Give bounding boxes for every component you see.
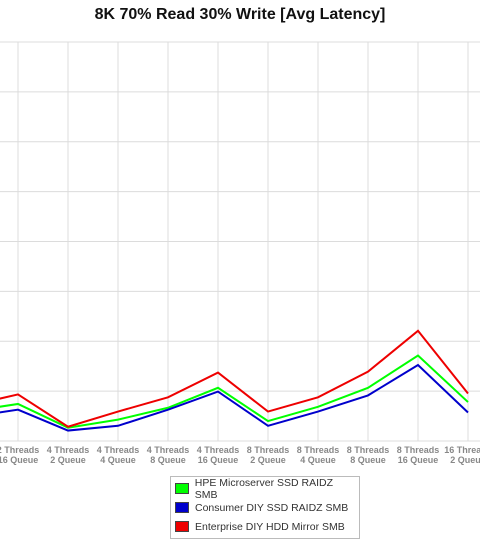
legend-swatch — [175, 521, 189, 532]
x-tick-label: 8 Threads2 Queue — [247, 445, 290, 465]
x-tick-label: 4 Threads4 Queue — [97, 445, 140, 465]
legend-item-3: Enterprise DIY HDD Mirror SMB — [175, 517, 355, 536]
legend-label: Consumer DIY SSD RAIDZ SMB — [195, 502, 348, 514]
x-tick-label: 8 Threads4 Queue — [297, 445, 340, 465]
legend-label: Enterprise DIY HDD Mirror SMB — [195, 521, 345, 533]
x-tick-label: 4 Threads8 Queue — [147, 445, 190, 465]
x-tick-label: 16 Threads2 Queue — [444, 445, 480, 465]
legend-swatch — [175, 502, 189, 513]
legend-item-2: Consumer DIY SSD RAIDZ SMB — [175, 498, 355, 517]
x-tick-label: 4 Threads16 Queue — [197, 445, 240, 465]
legend-swatch — [175, 483, 189, 494]
x-tick-label: 4 Threads2 Queue — [47, 445, 90, 465]
legend-item-1: HPE Microserver SSD RAIDZ SMB — [175, 479, 355, 498]
chart-plot-area: 1 Threads16 Queue2 Threads16 Queue4 Thre… — [0, 0, 480, 470]
series-line-3 — [0, 331, 468, 427]
grid-lines — [0, 42, 480, 441]
x-tick-label: 2 Threads16 Queue — [0, 445, 39, 465]
series-lines — [0, 331, 468, 431]
legend: HPE Microserver SSD RAIDZ SMBConsumer DI… — [170, 476, 360, 539]
x-tick-label: 8 Threads8 Queue — [347, 445, 390, 465]
x-tick-labels: 1 Threads16 Queue2 Threads16 Queue4 Thre… — [0, 445, 480, 465]
x-tick-label: 8 Threads16 Queue — [397, 445, 440, 465]
legend-label: HPE Microserver SSD RAIDZ SMB — [195, 477, 355, 501]
